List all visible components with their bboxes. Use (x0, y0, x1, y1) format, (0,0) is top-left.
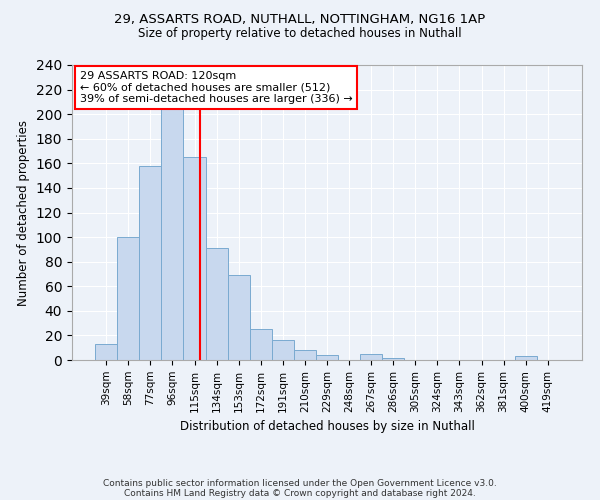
Bar (250, 330, 272, 360)
Y-axis label: Number of detached properties: Number of detached properties (17, 120, 30, 306)
Text: Contains HM Land Registry data © Crown copyright and database right 2024.: Contains HM Land Registry data © Crown c… (124, 488, 476, 498)
Text: Contains public sector information licensed under the Open Government Licence v3: Contains public sector information licen… (103, 478, 497, 488)
Bar (161, 106, 184, 360)
Bar (227, 275, 250, 360)
Bar (95, 344, 117, 360)
Bar (294, 350, 316, 360)
Bar (316, 355, 338, 360)
Bar (515, 356, 537, 360)
Bar (272, 340, 294, 360)
Bar (139, 166, 161, 360)
Text: Size of property relative to detached houses in Nuthall: Size of property relative to detached ho… (138, 28, 462, 40)
Bar (360, 354, 382, 360)
Bar (206, 248, 227, 360)
Bar (184, 157, 206, 360)
Text: 29 ASSARTS ROAD: 120sqm
← 60% of detached houses are smaller (512)
39% of semi-d: 29 ASSARTS ROAD: 120sqm ← 60% of detache… (80, 71, 352, 104)
Text: 29, ASSARTS ROAD, NUTHALL, NOTTINGHAM, NG16 1AP: 29, ASSARTS ROAD, NUTHALL, NOTTINGHAM, N… (115, 12, 485, 26)
Bar (117, 237, 139, 360)
X-axis label: Distribution of detached houses by size in Nuthall: Distribution of detached houses by size … (179, 420, 475, 433)
Bar (382, 358, 404, 360)
